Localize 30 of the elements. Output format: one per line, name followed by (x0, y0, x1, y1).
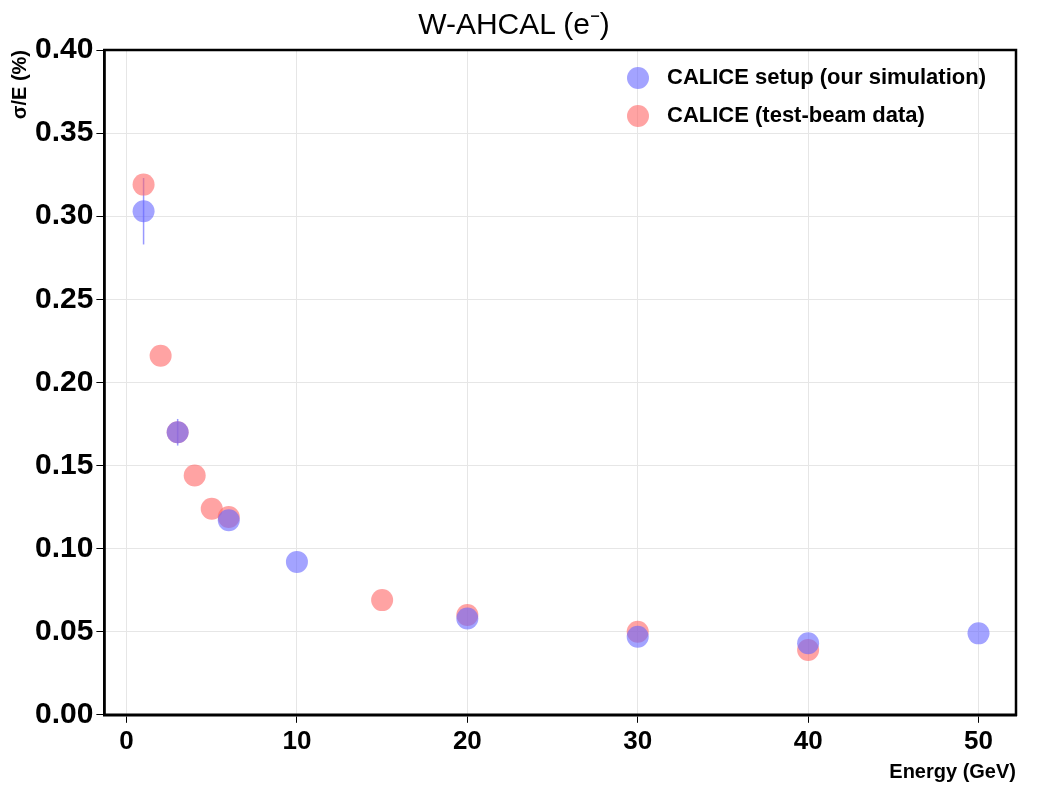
point (797, 632, 820, 655)
point (149, 344, 172, 367)
x-tick-label: 30 (623, 724, 653, 755)
x-axis-title: Energy (GeV) (889, 759, 1016, 782)
x-tick-label: 50 (964, 724, 993, 755)
y-tick-label: 0.30 (35, 197, 94, 231)
point (200, 497, 223, 520)
y-axis-title: σ/E (%) (7, 50, 30, 120)
x-tick-label: 20 (452, 724, 482, 755)
point (626, 625, 649, 648)
point (285, 550, 308, 573)
point (183, 464, 206, 487)
y-tick-label: 0.15 (35, 446, 94, 480)
y-tick-label: 0.25 (35, 280, 94, 314)
y-tick-label: 0.10 (35, 529, 94, 563)
x-tick-label: 40 (793, 724, 823, 755)
legend-label: CALICE (test-beam data) (667, 102, 925, 128)
y-tick-label: 0.00 (35, 696, 94, 730)
y-tick-label: 0.35 (35, 114, 94, 148)
legend-label: CALICE setup (our simulation) (667, 64, 986, 90)
x-tick-label: 10 (282, 724, 312, 755)
point (132, 173, 155, 196)
point (371, 589, 394, 612)
x-tick-label: 0 (119, 724, 134, 755)
y-tick-label: 0.40 (35, 31, 94, 65)
point (967, 622, 990, 645)
y-tick-label: 0.05 (35, 612, 94, 646)
chart-title: W-AHCAL (e⁻) (418, 7, 610, 41)
point (132, 200, 155, 223)
y-tick-label: 0.20 (35, 363, 94, 397)
